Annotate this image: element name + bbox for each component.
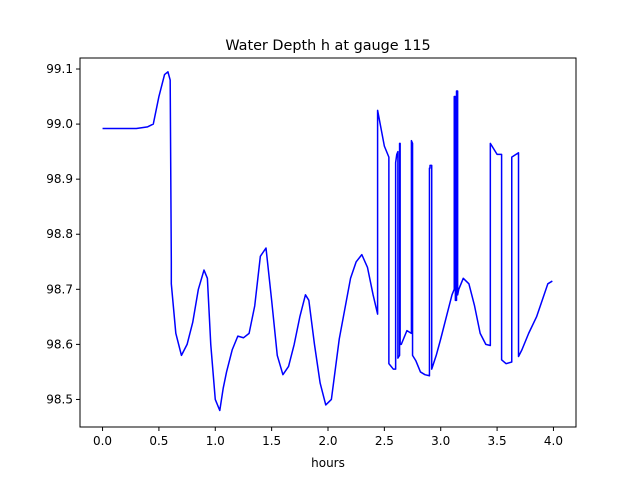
y-tick-label: 99.0 (46, 117, 73, 131)
y-tick-label: 98.6 (46, 337, 73, 351)
y-tick-label: 98.8 (46, 227, 73, 241)
series-line-0 (102, 71, 553, 412)
y-tick-label: 98.7 (46, 282, 73, 296)
y-tick-label: 98.9 (46, 172, 73, 186)
x-tick-label: 2.5 (375, 434, 394, 448)
y-tick-label: 98.5 (46, 392, 73, 406)
x-axis-label: hours (311, 456, 345, 470)
x-tick-label: 3.0 (431, 434, 450, 448)
x-tick-label: 0.0 (93, 434, 112, 448)
x-tick-label: 1.5 (262, 434, 281, 448)
x-tick-label: 4.0 (544, 434, 563, 448)
y-tick-label: 99.1 (46, 62, 73, 76)
x-tick-label: 0.5 (149, 434, 168, 448)
x-tick-label: 2.0 (318, 434, 337, 448)
x-axis: 0.0 0.5 1.0 1.5 2.0 2.5 3.0 3.5 4.0 (93, 427, 563, 448)
y-axis: 98.5 98.6 98.7 98.8 98.9 99.0 99.1 (46, 62, 80, 406)
chart-title: Water Depth h at gauge 115 (225, 38, 430, 54)
x-tick-label: 1.0 (206, 434, 225, 448)
x-tick-label: 3.5 (488, 434, 507, 448)
